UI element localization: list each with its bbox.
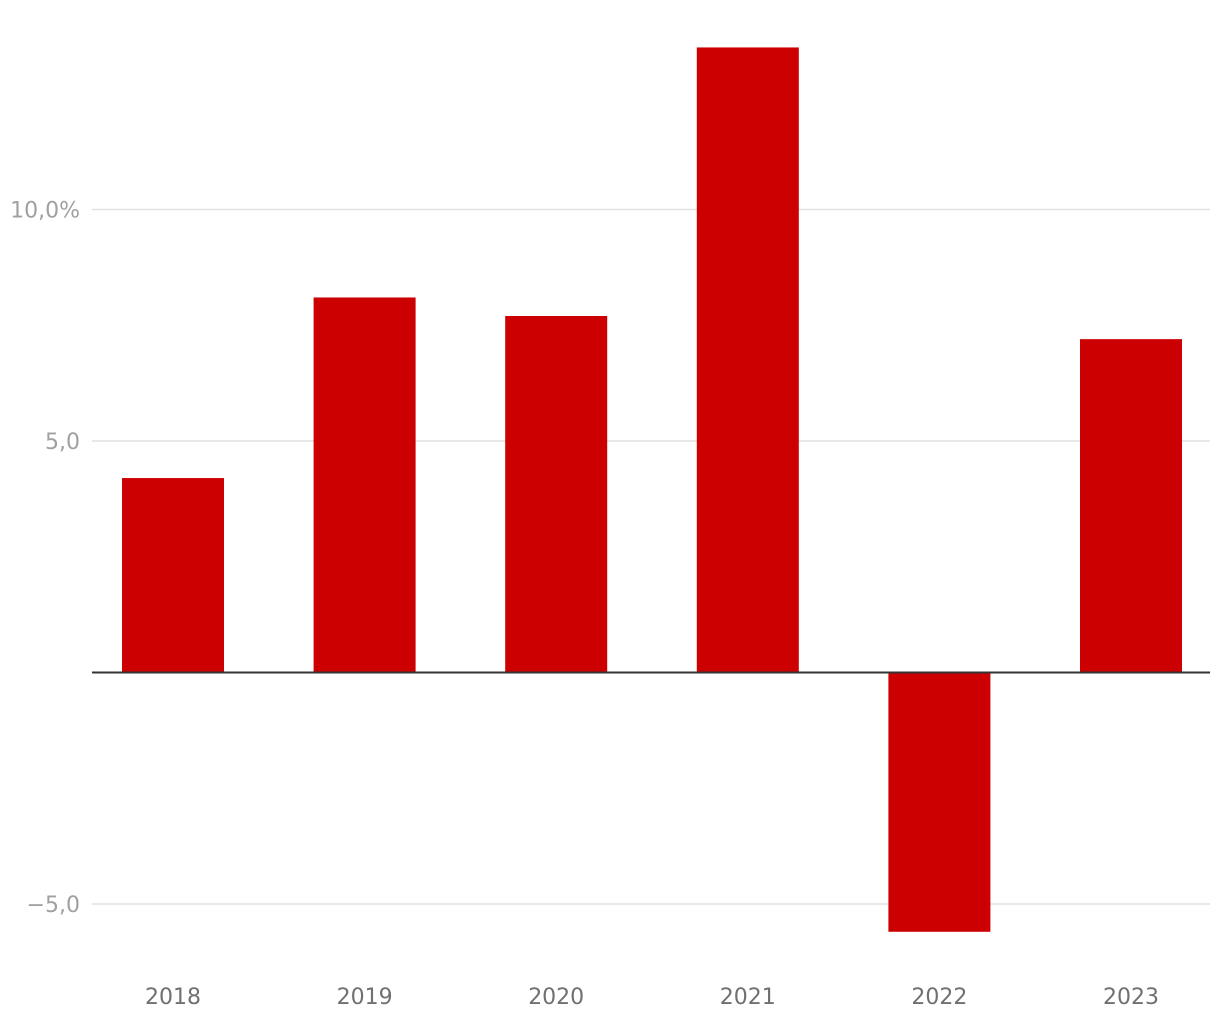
bars — [122, 47, 1182, 932]
x-tick-label: 2023 — [1103, 985, 1159, 1010]
gridlines — [92, 208, 1210, 905]
x-tick-label: 2021 — [720, 985, 776, 1010]
y-tick-label: −5,0 — [27, 893, 80, 918]
bar-2022 — [888, 672, 991, 932]
y-axis-tick-labels: −5,0 5,0 10,0% — [10, 199, 80, 919]
bar-2018 — [122, 478, 224, 673]
bar-2020 — [505, 315, 608, 673]
bar-2023 — [1080, 339, 1182, 673]
x-tick-label: 2022 — [911, 985, 967, 1010]
y-tick-label: 5,0 — [45, 430, 80, 455]
bar-2019 — [313, 297, 416, 673]
x-tick-label: 2019 — [337, 985, 393, 1010]
y-tick-label: 10,0% — [10, 199, 80, 224]
x-tick-label: 2020 — [528, 985, 584, 1010]
x-axis-tick-labels: 2018 2019 2020 2021 2022 2023 — [145, 985, 1159, 1010]
bar-2021 — [696, 47, 799, 673]
x-tick-label: 2018 — [145, 985, 201, 1010]
